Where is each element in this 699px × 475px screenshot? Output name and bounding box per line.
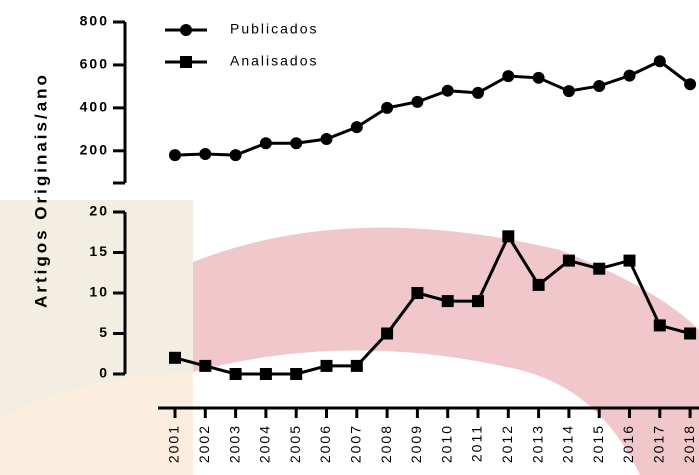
point: [199, 359, 212, 372]
point: [653, 55, 666, 68]
x-tick-label: 2014: [560, 424, 576, 463]
y-tick-label: 10: [89, 284, 109, 300]
x-tick-label: 2003: [226, 424, 242, 463]
series-line: [174, 59, 692, 157]
y-tick-label: 600: [80, 56, 109, 72]
x-tick-label: 2002: [196, 424, 212, 463]
point: [532, 278, 545, 291]
legend-marker: [180, 56, 192, 68]
legend-marker: [180, 24, 192, 36]
point: [593, 262, 606, 275]
point: [684, 327, 697, 340]
point: [502, 70, 515, 83]
x-tick-label: 2007: [348, 424, 364, 463]
point: [623, 69, 636, 82]
point: [350, 359, 363, 372]
x-tick-label: 2004: [257, 424, 273, 463]
point: [532, 71, 545, 84]
y-tick-label: 15: [89, 243, 109, 259]
point: [441, 84, 454, 97]
y-tick-label: 800: [80, 13, 109, 29]
point: [684, 78, 697, 91]
y-tick-label: 20: [89, 203, 109, 219]
legend-label: Publicados: [230, 21, 319, 37]
x-tick-label: 2013: [529, 424, 545, 463]
x-tick-label: 2001: [166, 424, 182, 463]
y-tick-label: 5: [99, 324, 109, 340]
x-tick-label: 2017: [651, 424, 667, 463]
y-axis-label: Artigos Originais/ano: [31, 72, 50, 308]
x-tick-label: 2006: [317, 424, 333, 463]
background-arc: [193, 227, 699, 475]
point: [381, 327, 394, 340]
point: [441, 295, 454, 308]
y-tick-label: 400: [80, 99, 109, 115]
point: [169, 351, 181, 364]
x-tick-label: 2016: [620, 424, 636, 463]
point: [472, 86, 484, 99]
background-arc-left: [0, 372, 193, 475]
point: [411, 287, 424, 299]
point: [259, 368, 272, 380]
x-tick-label: 2010: [438, 424, 454, 463]
x-tick-label: 2008: [378, 424, 394, 463]
point: [169, 149, 181, 162]
y-tick-label: 200: [80, 142, 109, 158]
point: [381, 101, 394, 114]
point: [229, 368, 242, 380]
point: [290, 368, 303, 380]
point: [653, 319, 666, 332]
point: [502, 230, 515, 243]
x-tick-label: 2015: [590, 424, 606, 463]
legend-label: Analisados: [230, 53, 319, 69]
x-tick-label: 2012: [499, 424, 515, 463]
point: [229, 149, 242, 162]
point: [320, 132, 333, 145]
x-tick-label: 2011: [469, 424, 485, 462]
point: [562, 85, 575, 98]
x-tick-label: 2018: [681, 424, 697, 463]
point: [350, 121, 363, 134]
point: [472, 295, 484, 308]
x-tick-label: 2005: [287, 424, 303, 463]
point: [562, 254, 575, 267]
point: [259, 137, 272, 150]
point: [623, 254, 636, 267]
point: [199, 148, 212, 161]
point: [593, 79, 606, 92]
x-tick-label: 2009: [408, 424, 424, 463]
y-tick-label: 0: [99, 365, 109, 381]
point: [320, 359, 333, 372]
point: [411, 95, 424, 108]
point: [290, 137, 303, 150]
